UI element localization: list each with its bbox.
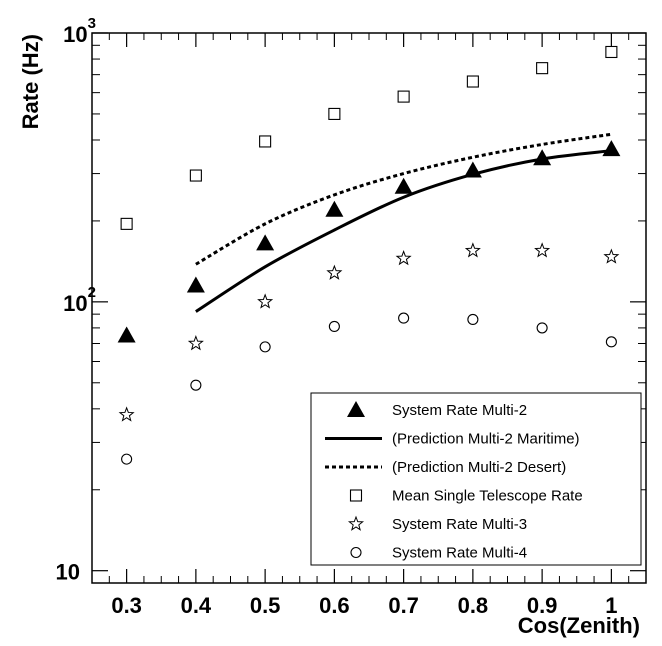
legend-items: System Rate Multi-2 (Prediction Multi-2 M…	[325, 401, 583, 562]
circle-marker	[398, 312, 410, 324]
legend-entry: (Prediction Multi-2 Maritime)	[325, 431, 580, 448]
square-marker	[536, 62, 549, 75]
square-marker	[328, 107, 341, 120]
square-marker	[466, 75, 479, 88]
series-system-rate-multi-4	[121, 312, 617, 465]
legend-box	[310, 392, 642, 566]
series-system-rate-multi-3	[118, 242, 620, 422]
series-prediction-multi-2-maritime	[195, 149, 612, 313]
star-marker	[187, 335, 204, 351]
x-tick-label: 0.4	[181, 593, 212, 618]
x-axis-title: Cos(Zenith)	[518, 613, 640, 638]
y-tick-labels: 10 102 103	[56, 15, 96, 585]
y-tick-label: 10	[56, 560, 80, 585]
square-marker	[349, 489, 363, 502]
x-tick-label: 1	[605, 593, 617, 618]
x-tick-label: 0.8	[458, 593, 489, 618]
star-marker	[347, 515, 365, 531]
circle-marker	[190, 379, 202, 391]
legend-label: Mean Single Telescope Rate	[392, 488, 583, 505]
series-mean-single-telescope-rate	[120, 45, 618, 230]
x-tick-label: 0.9	[527, 593, 558, 618]
x-tick-label: 0.3	[111, 593, 142, 618]
triangle-marker	[533, 149, 552, 166]
triangle-marker	[394, 177, 413, 194]
legend-entry: System Rate Multi-2	[347, 401, 527, 419]
legend-entry: System Rate Multi-3	[347, 515, 527, 533]
square-marker	[120, 217, 133, 230]
legend: System Rate Multi-2 (Prediction Multi-2 M…	[310, 392, 642, 566]
square-marker	[397, 90, 410, 103]
legend-label: System Rate Multi-3	[392, 516, 527, 533]
series-line	[195, 149, 612, 313]
y-tick-label: 103	[63, 15, 96, 47]
circle-marker	[259, 341, 271, 353]
legend-entry: System Rate Multi-4	[350, 545, 527, 562]
square-marker	[189, 169, 202, 182]
series-prediction-multi-2-desert	[195, 132, 612, 266]
circle-marker	[121, 453, 133, 465]
circle-marker	[350, 546, 362, 559]
legend-label: System Rate Multi-4	[392, 545, 527, 562]
series-layer	[117, 45, 621, 465]
star-marker	[257, 293, 274, 309]
triangle-marker	[602, 140, 621, 157]
x-tick-labels: 0.3 0.4 0.5 0.6 0.7 0.8 0.9 1	[111, 593, 617, 618]
star-marker	[534, 242, 551, 258]
triangle-marker	[117, 326, 136, 343]
legend-label: System Rate Multi-2	[392, 402, 527, 419]
star-marker	[603, 248, 620, 264]
circle-marker	[467, 313, 479, 326]
series-line	[195, 132, 612, 266]
x-tick-label: 0.7	[388, 593, 419, 618]
star-marker	[118, 406, 135, 422]
legend-label: (Prediction Multi-2 Desert)	[392, 459, 566, 476]
star-marker	[326, 264, 343, 280]
triangle-marker	[186, 276, 205, 293]
legend-entry: (Prediction Multi-2 Desert)	[325, 459, 566, 476]
legend-label: (Prediction Multi-2 Maritime)	[392, 431, 580, 448]
x-tick-label: 0.5	[250, 593, 281, 618]
axis-ticks	[91, 32, 647, 584]
triangle-marker	[347, 401, 365, 417]
y-axis-title: Rate (Hz)	[18, 34, 43, 129]
x-tick-label: 0.6	[319, 593, 350, 618]
triangle-marker	[256, 234, 275, 251]
star-marker	[395, 250, 412, 266]
circle-marker	[328, 320, 340, 333]
legend-entry: Mean Single Telescope Rate	[349, 488, 583, 505]
star-marker	[464, 242, 481, 258]
square-marker	[259, 135, 272, 148]
circle-marker	[536, 322, 548, 334]
triangle-marker	[325, 200, 344, 217]
circle-marker	[605, 336, 617, 348]
square-marker	[605, 45, 618, 59]
y-tick-label: 102	[63, 284, 96, 316]
